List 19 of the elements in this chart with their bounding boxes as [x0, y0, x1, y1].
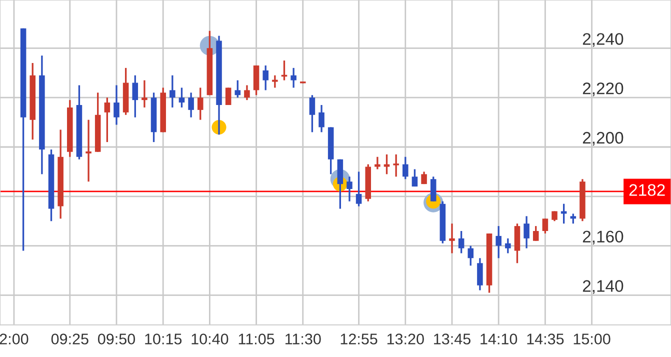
x-tick-label: 09:25 [51, 334, 88, 344]
x-tick-label: 14:10 [480, 334, 518, 344]
x-tick-label: 10:40 [192, 334, 228, 344]
x-tick-label: 14:35 [527, 334, 564, 344]
y-tick-label: 2,240 [582, 33, 624, 47]
ref-line-label: 2182 [629, 184, 665, 196]
x-tick-label: 12:55 [340, 334, 378, 344]
y-tick-label: 2,160 [582, 230, 624, 244]
y-tick-label: 2,200 [582, 132, 624, 146]
x-tick-label: 13:20 [387, 334, 424, 344]
x-tick-label: 15:00 [574, 334, 610, 344]
x-tick-label: 2:00 [0, 334, 28, 344]
x-tick-label: 09:50 [98, 334, 136, 344]
y-tick-label: 2,140 [582, 280, 624, 294]
x-tick-label: 10:15 [145, 334, 182, 344]
y-tick-label: 2,220 [582, 82, 624, 96]
x-tick-label: 11:30 [285, 334, 321, 344]
x-tick-label: 11:05 [238, 334, 274, 344]
x-tick-label: 13:45 [434, 334, 470, 344]
